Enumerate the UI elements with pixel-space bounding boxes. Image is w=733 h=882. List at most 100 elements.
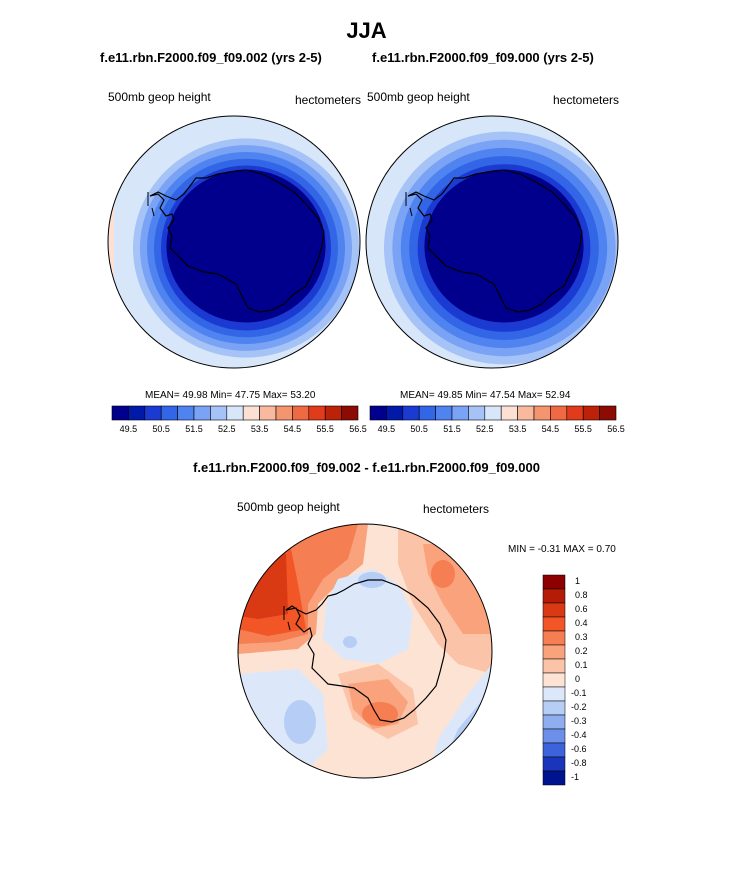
- colorbar-swatch: [292, 405, 310, 421]
- colorbar-tick-label: -0.6: [571, 744, 587, 754]
- colorbar-swatch: [566, 405, 584, 421]
- colorbar-swatch: [542, 686, 566, 702]
- colorbar-swatch: [542, 630, 566, 646]
- colorbar-swatch: [542, 714, 566, 730]
- colorbar-swatch: [418, 405, 436, 421]
- contour-band-min: [424, 169, 584, 323]
- colorbar-tick-label: 0.1: [575, 660, 588, 670]
- colorbar-swatch: [128, 405, 146, 421]
- colorbar-swatch: [160, 405, 178, 421]
- colorbar-swatch: [542, 644, 566, 660]
- colorbar-swatch: [210, 405, 228, 421]
- panel3-stats: MIN = -0.31 MAX = 0.70: [508, 544, 616, 555]
- panel1-left-label: 500mb geop height: [108, 90, 211, 104]
- colorbar-swatch: [542, 700, 566, 716]
- panel2-contour-bands: [384, 131, 618, 365]
- colorbar-tick-label: 54.5: [541, 424, 560, 434]
- panel2-antarctica-coastline: [407, 169, 583, 313]
- colorbar-swatch: [500, 405, 518, 421]
- colorbar-tick-label: 50.5: [152, 424, 170, 434]
- panel3-region-warm-03-south: [362, 702, 398, 726]
- colorbar-tick-label: 51.5: [185, 424, 203, 434]
- panel3-right-label: hectometers: [423, 502, 490, 516]
- colorbar-swatch: [275, 405, 293, 421]
- colorbar-swatch: [542, 602, 566, 618]
- colorbar-tick-label: 56.5: [349, 424, 367, 434]
- colorbar-swatch: [111, 405, 129, 421]
- colorbar-swatch: [242, 405, 260, 421]
- colorbar-swatch: [402, 405, 420, 421]
- colorbar-tick-label: 0.2: [575, 646, 588, 656]
- colorbar-swatch: [542, 728, 566, 744]
- colorbar-tick-label: -0.2: [571, 702, 587, 712]
- colorbar-tick-label: 0: [575, 674, 581, 684]
- panel3-region-cool-02-left: [284, 700, 316, 744]
- colorbar-swatch: [468, 405, 486, 421]
- colorbar-swatch: [542, 574, 566, 590]
- panel3-region-warm-03-right: [431, 560, 455, 588]
- colorbar-tick-label: 0.3: [575, 632, 588, 642]
- colorbar-swatch: [582, 405, 600, 421]
- panel1-antarctica-coastline: [149, 169, 325, 313]
- panel1-contour-bands: [126, 131, 360, 365]
- colorbar-tick-label: 54.5: [283, 424, 302, 434]
- colorbar-swatch: [144, 405, 162, 421]
- panel2-left-label: 500mb geop height: [367, 90, 470, 104]
- colorbar-swatch: [324, 405, 342, 421]
- colorbar-tick-label: -0.3: [571, 716, 587, 726]
- colorbar-swatch: [341, 405, 359, 421]
- panel3-left-label: 500mb geop height: [237, 500, 340, 514]
- colorbar-tick-label: 52.5: [218, 424, 236, 434]
- colorbar-tick-label: 53.5: [250, 424, 269, 434]
- colorbar-tick-label: -0.8: [571, 758, 587, 768]
- panel3-region-cool-02-center: [343, 636, 357, 648]
- panel1-map-border: [107, 115, 361, 369]
- colorbar-swatch: [533, 405, 551, 421]
- colorbar-swatch: [177, 405, 195, 421]
- colorbar-tick-label: 0.4: [575, 618, 588, 628]
- panel1-case-title: f.e11.rbn.F2000.f09_f09.002 (yrs 2-5): [100, 50, 322, 65]
- colorbar-tick-label: 53.5: [508, 424, 527, 434]
- colorbar-tick-label: 0.8: [575, 590, 588, 600]
- panel3-map-border: [237, 523, 493, 779]
- panel3-antarctica-coastline: [285, 579, 447, 723]
- colorbar-tick-label: -1: [571, 772, 580, 782]
- panel1-peninsula-islands: [147, 192, 155, 217]
- colorbar-tick-label: 50.5: [410, 424, 428, 434]
- colorbar-tick-label: 49.5: [377, 424, 396, 434]
- colorbar-swatch: [226, 405, 244, 421]
- contour-band-min: [166, 169, 326, 323]
- colorbar-tick-label: 51.5: [443, 424, 461, 434]
- colorbar-swatch: [451, 405, 469, 421]
- panel3-peninsula-islands: [283, 606, 291, 631]
- colorbar-tick-label: 0.6: [575, 604, 588, 614]
- colorbar-swatch: [542, 770, 566, 786]
- panel2-colorbar: [369, 405, 617, 421]
- panel1-warm-edge: [108, 156, 114, 356]
- panel2-peninsula-islands: [405, 192, 413, 217]
- colorbar-swatch: [542, 616, 566, 632]
- colorbar-swatch: [550, 405, 568, 421]
- colorbar-tick-label: -0.1: [571, 688, 587, 698]
- colorbar-tick-label: 1: [575, 576, 581, 586]
- panel2-map: [365, 115, 619, 369]
- colorbar-swatch: [193, 405, 211, 421]
- panel3-map: [237, 523, 493, 779]
- panel2-map-border: [365, 115, 619, 369]
- colorbar-tick-label: 52.5: [476, 424, 494, 434]
- colorbar-tick-label: -0.4: [571, 730, 587, 740]
- colorbar-swatch: [542, 742, 566, 758]
- colorbar-swatch: [517, 405, 535, 421]
- panel1-colorbar: [111, 405, 359, 421]
- colorbar-swatch: [308, 405, 326, 421]
- colorbar-swatch: [599, 405, 617, 421]
- colorbar-tick-label: 55.5: [316, 424, 334, 434]
- panel3-case-title: f.e11.rbn.F2000.f09_f09.002 - f.e11.rbn.…: [193, 460, 540, 475]
- panel2-case-title: f.e11.rbn.F2000.f09_f09.000 (yrs 2-5): [372, 50, 594, 65]
- colorbar-swatch: [542, 756, 566, 772]
- colorbar-tick-label: 49.5: [119, 424, 138, 434]
- colorbar-swatch: [369, 405, 387, 421]
- colorbar-swatch: [386, 405, 404, 421]
- main-title: JJA: [346, 18, 387, 43]
- colorbar-swatch: [542, 588, 566, 604]
